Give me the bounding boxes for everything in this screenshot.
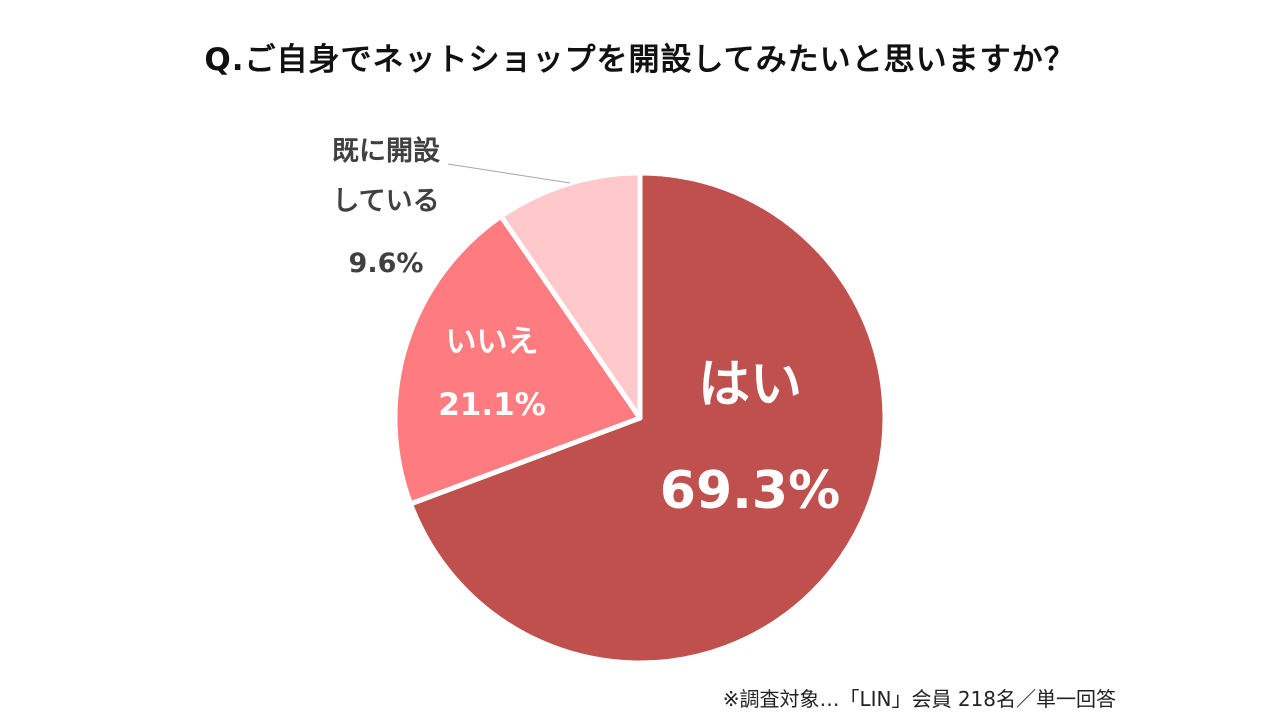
chart-title: Q.ご自身でネットショップを開設してみたいと思いますか？ [204, 42, 1076, 78]
slice-value-1: 21.1% [438, 387, 546, 423]
pie-slice-1 [392, 213, 643, 507]
slice-label-2-line-1: している [332, 186, 439, 217]
survey-note: ※調査対象…「LIN」会員 218名／単一回答 [722, 687, 1116, 711]
leader-line-2 [447, 163, 571, 184]
pie-slice-0 [408, 170, 888, 666]
slice-value-0: 69.3% [660, 461, 840, 521]
pie-slice-2 [498, 170, 643, 421]
slice-label-0-line-0: はい [698, 355, 802, 415]
slice-label-2-line-0: 既に開設 [332, 135, 441, 167]
slice-value-2: 9.6% [349, 248, 424, 279]
slice-label-1-line-0: いいえ [446, 324, 539, 360]
